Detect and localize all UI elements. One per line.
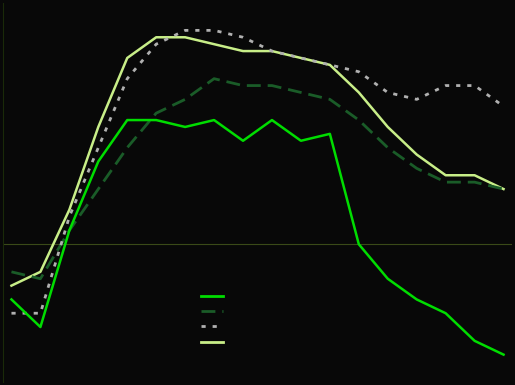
Legend:  ,  ,  ,  : , , , (201, 291, 229, 347)
